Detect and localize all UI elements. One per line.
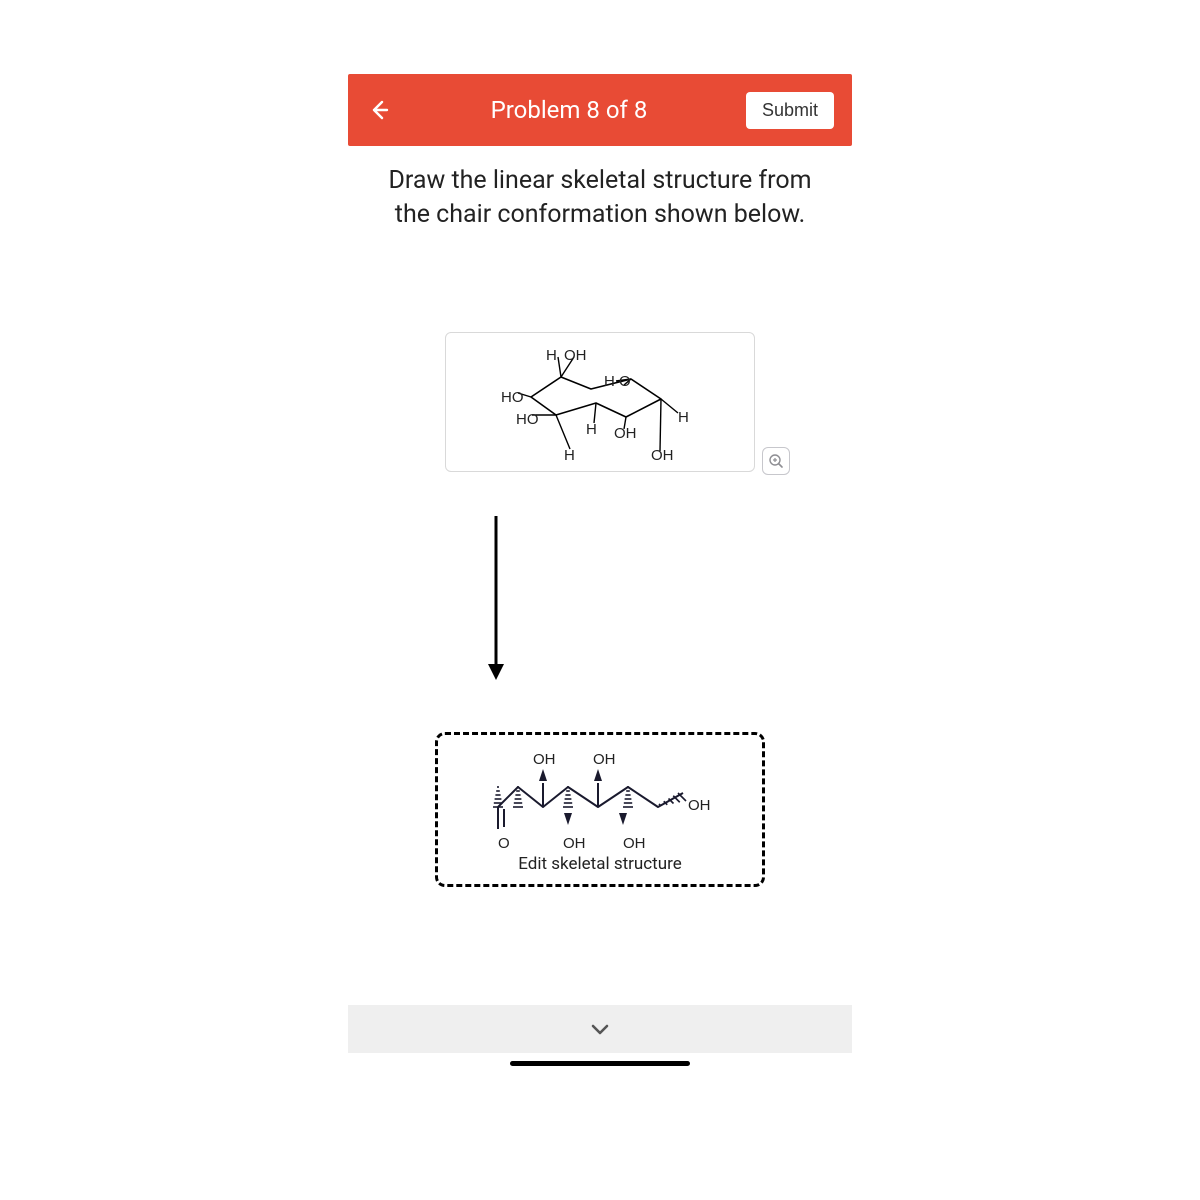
- zoom-in-icon: [768, 453, 784, 469]
- back-button[interactable]: [366, 97, 392, 123]
- chair-structure-panel: HOHHOHOHOHOHHHOH: [445, 332, 755, 472]
- atom-label: OH: [651, 447, 674, 464]
- bottom-toolbar: [348, 1005, 852, 1053]
- atom-label: OH: [614, 425, 637, 442]
- atom-label: H: [546, 347, 557, 364]
- atom-label: OH: [688, 797, 711, 814]
- chevron-down-icon[interactable]: [589, 1018, 611, 1040]
- arrow-down-icon: [481, 512, 511, 682]
- conversion-arrow: [476, 512, 516, 682]
- atom-label: OH: [533, 751, 556, 768]
- chair-structure-svg: [446, 333, 756, 473]
- atom-label: O: [498, 835, 510, 852]
- atom-label: H: [586, 421, 597, 438]
- app-screen: Problem 8 of 8 Submit Draw the linear sk…: [348, 74, 852, 1066]
- atom-label: OH: [563, 835, 586, 852]
- question-text: Draw the linear skeletal structure from …: [348, 146, 852, 232]
- atom-label: OH: [593, 751, 616, 768]
- atom-label: H: [678, 409, 689, 426]
- atom-label: H: [604, 373, 615, 390]
- atom-label: OH: [623, 835, 646, 852]
- atom-label: HO: [516, 411, 539, 428]
- atom-label: HO: [501, 389, 524, 406]
- problem-title: Problem 8 of 8: [491, 96, 648, 124]
- atom-label: O: [619, 373, 631, 390]
- atom-label: H: [564, 447, 575, 464]
- answer-structure-panel[interactable]: OH OH O OH OH OH Edit skeletal structure: [435, 732, 765, 887]
- edit-structure-label: Edit skeletal structure: [438, 854, 762, 874]
- arrow-left-icon: [367, 98, 391, 122]
- atom-label: OH: [564, 347, 587, 364]
- submit-button[interactable]: Submit: [746, 92, 834, 129]
- zoom-button[interactable]: [762, 447, 790, 475]
- header-bar: Problem 8 of 8 Submit: [348, 74, 852, 146]
- home-indicator: [510, 1061, 690, 1066]
